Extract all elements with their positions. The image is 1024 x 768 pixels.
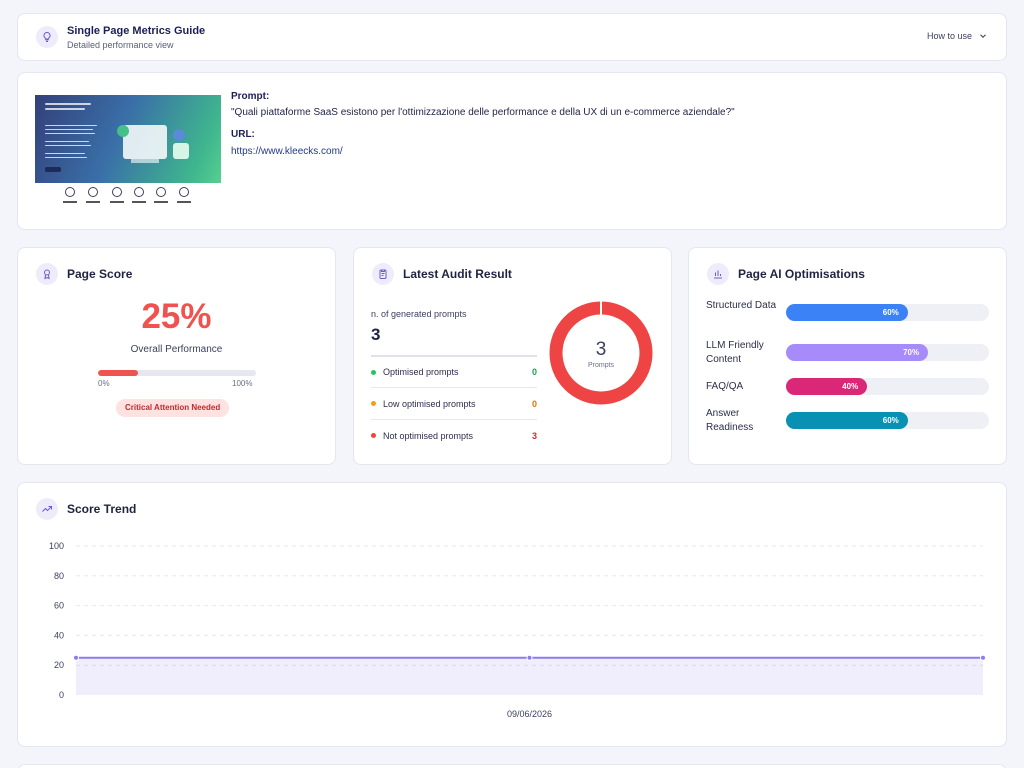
trend-point <box>980 654 986 661</box>
trend-area <box>76 657 983 695</box>
score-trend-chart: 0 20 40 60 80 100 09/06/2026 <box>49 541 986 719</box>
thumbnail-hero <box>35 95 221 183</box>
trending-up-icon <box>36 498 58 520</box>
audit-row-label: Optimised prompts <box>383 367 459 377</box>
green-dot-icon <box>371 369 376 375</box>
score-caption: Overall Performance <box>130 344 223 355</box>
ai-row-structured-data: Structured Data 60% <box>706 299 991 329</box>
chevron-down-icon <box>980 34 986 38</box>
score-max-label: 100% <box>232 379 253 388</box>
audit-row-label: Not optimised prompts <box>383 430 474 441</box>
ai-progress-track: 60% <box>786 304 989 321</box>
url-link[interactable]: https://www.kleecks.com/ <box>231 146 343 157</box>
ai-progress-track: 60% <box>786 412 989 429</box>
red-dot-icon <box>371 433 376 438</box>
ai-row-label: Answer Readiness <box>706 408 754 433</box>
x-tick-label: 09/06/2026 <box>507 709 552 719</box>
donut-label: Prompts <box>588 362 615 369</box>
status-badge: Critical Attention Needed <box>116 399 230 417</box>
how-to-use-dropdown[interactable]: How to use <box>927 31 988 41</box>
trend-point <box>73 654 79 661</box>
page-title: Single Page Metrics Guide <box>67 25 206 37</box>
page-ai-optimisations-card: Page AI Optimisations Structured Data 60… <box>688 247 1007 465</box>
ai-row-label: Structured Data <box>706 300 777 311</box>
score-min-label: 0% <box>98 379 110 388</box>
score-trend-title: Score Trend <box>67 502 137 516</box>
award-icon <box>36 263 58 285</box>
ai-progress-fill: 60% <box>786 304 908 321</box>
generated-prompts-label: n. of generated prompts <box>371 309 467 319</box>
score-value: 25% <box>141 297 212 336</box>
audit-row-low-optimised: Low optimised prompts 0 <box>371 387 537 419</box>
url-label: URL: <box>231 129 255 140</box>
audit-row-optimised: Optimised prompts 0 <box>371 355 537 387</box>
ai-row-label: LLM Friendly Content <box>706 340 764 365</box>
next-card <box>17 764 1007 768</box>
audit-row-label: Low optimised prompts <box>383 398 476 409</box>
audit-result-list: Optimised prompts 0 Low optimised prompt… <box>371 355 537 451</box>
how-to-use-label: How to use <box>926 31 972 41</box>
thumbnail-nav <box>35 89 221 95</box>
y-tick-label: 60 <box>54 601 64 611</box>
audit-row-not-optimised: Not optimised prompts 3 <box>371 419 537 451</box>
prompt-text: "Quali piattaforme SaaS esistono per l'o… <box>231 107 735 118</box>
score-trend-card: Score Trend 0 20 40 60 80 100 09/06/2026 <box>17 482 1007 747</box>
donut-value: 3 <box>596 339 607 360</box>
y-tick-label: 80 <box>54 571 64 581</box>
ai-optimisations-title: Page AI Optimisations <box>738 267 865 281</box>
ai-row-llm-friendly-content: LLM Friendly Content 70% <box>706 339 991 369</box>
y-tick-label: 100 <box>49 541 64 551</box>
lightbulb-icon <box>36 26 58 48</box>
score-progress-fill <box>98 370 138 376</box>
amber-dot-icon <box>371 401 376 406</box>
audit-row-value: 0 <box>531 367 537 377</box>
ai-progress-track: 70% <box>786 344 989 361</box>
page-score-card: Page Score 25% Overall Performance 0% 10… <box>17 247 336 465</box>
prompt-card: Prompt: "Quali piattaforme SaaS esistono… <box>17 72 1007 230</box>
generated-prompts-count: 3 <box>371 325 381 344</box>
bar-chart-icon <box>707 263 729 285</box>
ai-row-faq-qa: FAQ/QA 40% <box>706 378 991 410</box>
ai-progress-fill: 60% <box>786 412 908 429</box>
page-subtitle: Detailed performance view <box>67 40 174 50</box>
page-thumbnail[interactable] <box>35 89 221 213</box>
audit-row-value: 3 <box>531 430 537 441</box>
trend-point <box>526 654 533 661</box>
ai-row-answer-readiness: Answer Readiness 60% <box>706 407 991 437</box>
latest-audit-card: Latest Audit Result n. of generated prom… <box>353 247 672 465</box>
prompts-donut-chart: 3 Prompts <box>549 301 653 405</box>
audit-row-value: 0 <box>531 398 537 409</box>
header-bar: Single Page Metrics Guide Detailed perfo… <box>17 13 1007 61</box>
y-tick-label: 0 <box>59 690 64 700</box>
y-tick-label: 20 <box>54 660 64 670</box>
ai-progress-fill: 40% <box>786 378 868 395</box>
ai-progress-fill: 70% <box>786 344 929 361</box>
latest-audit-title: Latest Audit Result <box>403 267 512 281</box>
score-progress-bar <box>98 370 256 376</box>
prompt-label: Prompt: <box>231 91 270 102</box>
ai-row-label: FAQ/QA <box>706 381 744 392</box>
clipboard-icon <box>372 263 394 285</box>
ai-progress-track: 40% <box>786 378 989 395</box>
page-score-title: Page Score <box>67 267 133 281</box>
y-tick-label: 40 <box>54 630 64 640</box>
